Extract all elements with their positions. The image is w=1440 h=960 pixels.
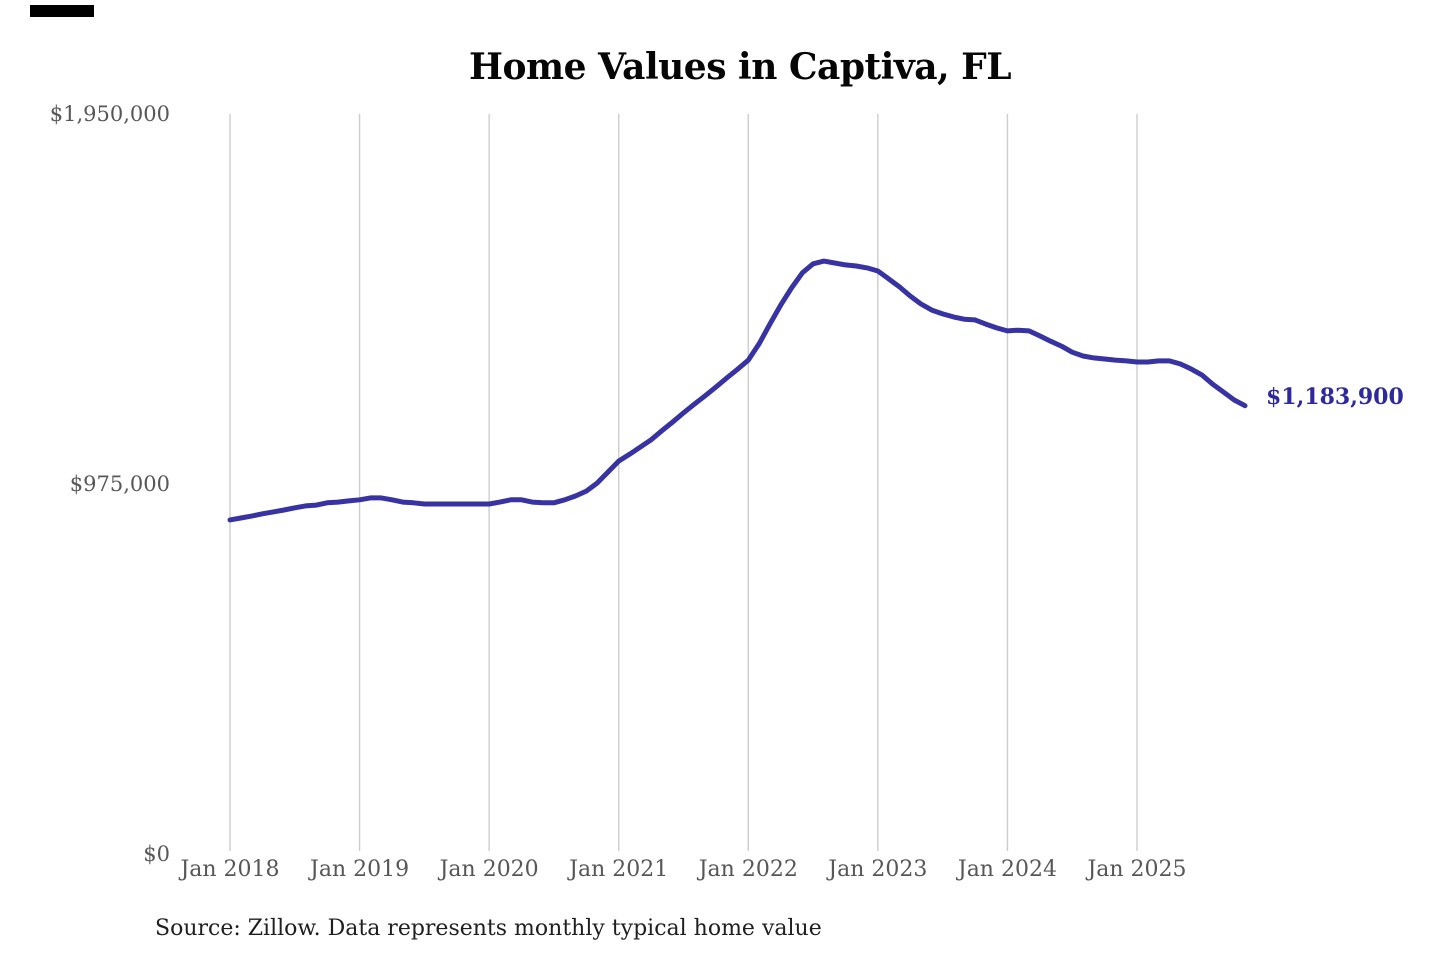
y-tick-label: $975,000 — [69, 472, 170, 496]
x-tick-label: Jan 2024 — [957, 857, 1057, 882]
y-tick-label: $1,950,000 — [49, 102, 170, 126]
latest-value-label: $1,183,900 — [1266, 383, 1404, 410]
x-tick-label: Jan 2022 — [698, 857, 798, 882]
x-tick-label: Jan 2023 — [828, 857, 928, 882]
y-tick-label: $0 — [143, 842, 170, 866]
x-tick-label: Jan 2018 — [180, 857, 280, 882]
x-tick-label: Jan 2020 — [439, 857, 539, 882]
chart-title: Home Values in Captiva, FL — [468, 46, 1012, 88]
x-tick-label: Jan 2025 — [1087, 857, 1187, 882]
x-tick-label: Jan 2021 — [569, 857, 669, 882]
x-tick-label: Jan 2019 — [310, 857, 410, 882]
redaction-bar — [30, 5, 94, 17]
source-note: Source: Zillow. Data represents monthly … — [155, 916, 822, 941]
home-value-line — [227, 258, 1248, 523]
